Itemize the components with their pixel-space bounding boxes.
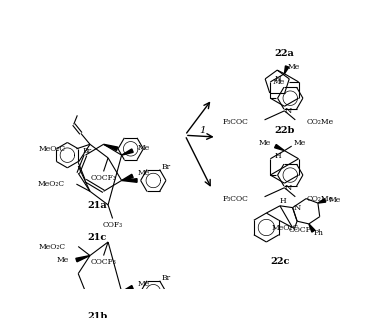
Text: Me: Me	[259, 139, 271, 147]
Text: N: N	[293, 204, 301, 211]
Text: Me: Me	[329, 197, 341, 204]
Text: Me: Me	[57, 256, 69, 264]
Text: 21a: 21a	[87, 201, 107, 210]
Text: 22c: 22c	[270, 257, 290, 266]
Polygon shape	[122, 286, 133, 292]
Text: Me: Me	[287, 63, 299, 71]
Polygon shape	[122, 174, 133, 181]
Text: Me: Me	[273, 78, 285, 86]
Text: F₃COC: F₃COC	[223, 195, 248, 203]
Polygon shape	[275, 144, 284, 151]
Text: MeO₂C: MeO₂C	[272, 224, 299, 232]
Text: COCF₃: COCF₃	[91, 258, 117, 266]
Text: H: H	[275, 75, 282, 83]
Text: CO₂Me: CO₂Me	[307, 118, 334, 126]
Polygon shape	[122, 179, 137, 182]
Text: MeO₂C: MeO₂C	[38, 243, 66, 251]
Text: MeO₂C: MeO₂C	[38, 180, 65, 188]
Polygon shape	[104, 144, 118, 150]
Polygon shape	[284, 66, 289, 74]
Text: H: H	[275, 152, 282, 160]
Text: COCF₃: COCF₃	[289, 226, 314, 234]
Polygon shape	[309, 224, 315, 232]
Text: Me: Me	[138, 144, 150, 152]
Text: Br: Br	[161, 163, 170, 171]
Polygon shape	[76, 256, 90, 262]
Text: N: N	[284, 107, 292, 115]
Text: COF₃: COF₃	[103, 221, 123, 229]
Text: Br: Br	[83, 147, 92, 155]
Text: Me: Me	[138, 169, 150, 177]
Text: 1: 1	[200, 126, 206, 135]
Text: 22a: 22a	[275, 49, 294, 58]
Text: Me: Me	[293, 139, 306, 147]
Polygon shape	[122, 290, 137, 294]
Text: CO₂Me: CO₂Me	[307, 195, 334, 203]
Text: COCF₃: COCF₃	[91, 174, 117, 182]
Text: 22b: 22b	[274, 126, 294, 135]
Text: F₃COC: F₃COC	[223, 118, 248, 126]
Text: MeO₂C: MeO₂C	[38, 145, 66, 153]
Text: 21c: 21c	[87, 233, 107, 242]
Text: Me: Me	[138, 280, 150, 288]
Text: 21b: 21b	[87, 312, 107, 318]
Text: Ph: Ph	[313, 229, 323, 237]
Text: N: N	[284, 184, 292, 192]
Polygon shape	[318, 199, 326, 203]
Polygon shape	[122, 149, 133, 155]
Text: Br: Br	[161, 274, 170, 282]
Text: H: H	[279, 197, 286, 205]
